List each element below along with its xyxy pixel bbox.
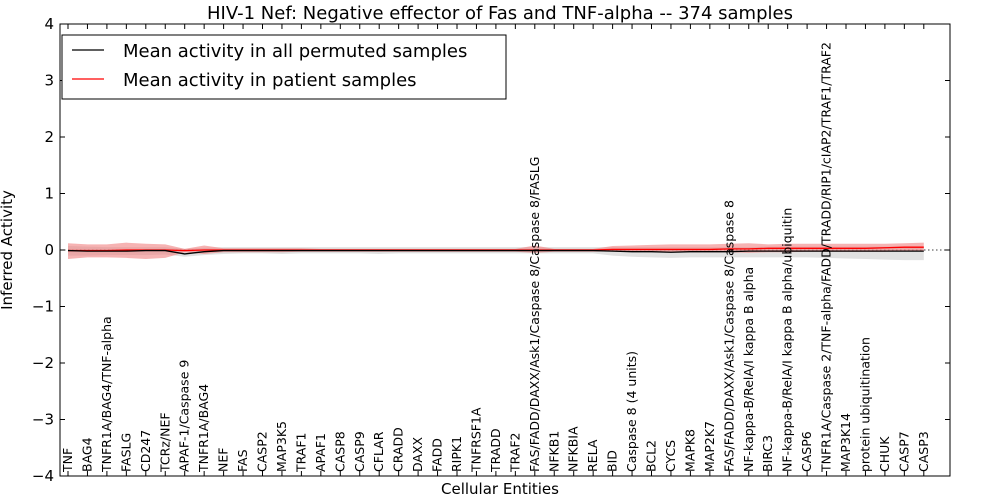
x-tick-label: protein ubiquitination xyxy=(857,337,872,472)
y-tick-label: 2 xyxy=(44,128,54,146)
x-tick-label: MAPK8 xyxy=(682,429,697,472)
y-tick-label: 3 xyxy=(44,72,54,90)
x-tick-label: APAF-1/Caspase 9 xyxy=(177,360,192,472)
x-tick-label: APAF1 xyxy=(313,433,328,472)
x-tick-label: TNFR1A/Caspase 2/TNF-alpha/FADD/TRADD/RI… xyxy=(819,42,834,473)
x-tick-label: TCRz/NEF xyxy=(157,412,172,473)
x-tick-label: CYCS xyxy=(663,440,678,472)
x-tick-label: CD247 xyxy=(138,430,153,472)
x-tick-label: TRAF1 xyxy=(293,432,308,473)
x-tick-label: RIPK1 xyxy=(449,436,464,472)
x-tick-label: NF-kappa-B/RelA/I kappa B alpha/ubiquiti… xyxy=(780,208,795,472)
x-tick-label: TNF xyxy=(60,448,75,473)
x-tick-label: TRADD xyxy=(488,428,503,473)
x-tick-label: BIRC3 xyxy=(760,435,775,472)
plot-area xyxy=(60,242,950,261)
x-tick-label: CRADD xyxy=(391,427,406,472)
x-tick-label: CASP7 xyxy=(896,431,911,472)
x-tick-label: TNFRSF1A xyxy=(468,407,483,473)
x-tick-label: TNFR1A/BAG4/TNF-alpha xyxy=(99,316,114,473)
x-tick-label: MAP2K7 xyxy=(702,421,717,472)
x-tick-label: FASLG xyxy=(118,433,133,472)
x-tick-label: Caspase 8 (4 units) xyxy=(624,351,639,472)
legend-label-patient: Mean activity in patient samples xyxy=(123,70,417,91)
x-tick-label: NFKB1 xyxy=(546,431,561,472)
x-tick-label: CHUK xyxy=(877,436,892,472)
x-tick-label: FAS/FADD/DAXX/Ask1/Caspase 8/Caspase 8/F… xyxy=(527,157,542,472)
x-tick-label: CASP2 xyxy=(255,431,270,472)
x-tick-label: BCL2 xyxy=(644,440,659,472)
x-tick-label: MAP3K5 xyxy=(274,421,289,472)
y-axis-label: Inferred Activity xyxy=(0,190,16,310)
legend-box xyxy=(61,34,507,100)
y-tick-label: 4 xyxy=(44,15,54,33)
y-tick-label: −3 xyxy=(32,411,54,429)
x-tick-label: CASP3 xyxy=(916,431,931,472)
x-tick-label: DAXX xyxy=(410,436,425,472)
x-tick-label: FAS xyxy=(235,449,250,472)
x-tick-label: FAS/FADD/DAXX/Ask1/Caspase 8/Caspase 8 xyxy=(721,200,736,472)
y-tick-label: 1 xyxy=(44,185,54,203)
x-tick-label: TRAF2 xyxy=(507,432,522,473)
x-tick-label: CASP9 xyxy=(352,431,367,472)
y-tick-label: −4 xyxy=(32,467,54,485)
x-tick-label: CASP6 xyxy=(799,431,814,472)
legend-label-permuted: Mean activity in all permuted samples xyxy=(123,41,467,62)
y-tick-label: −1 xyxy=(32,298,54,316)
x-tick-label: NF-kappa-B/RelA/I kappa B alpha xyxy=(741,267,756,472)
y-tick-label: −2 xyxy=(32,354,54,372)
x-tick-label: CFLAR xyxy=(371,431,386,472)
y-axis: −4 −3 −2 −1 0 1 2 3 4 xyxy=(32,15,950,485)
y-tick-label: 0 xyxy=(44,241,54,259)
x-tick-label: TNFR1A/BAG4 xyxy=(196,384,211,473)
x-tick-label: BAG4 xyxy=(79,437,94,472)
x-tick-label: MAP3K14 xyxy=(838,413,853,472)
x-tick-label: BID xyxy=(605,450,620,472)
x-tick-label: CASP8 xyxy=(332,431,347,472)
x-tick-label: NEF xyxy=(216,448,231,472)
x-tick-label: RELA xyxy=(585,439,600,472)
x-tick-label: FADD xyxy=(430,438,445,472)
legend: Mean activity in all permuted samples Me… xyxy=(61,34,507,100)
x-tick-label: NFKBIA xyxy=(566,426,581,472)
x-axis-label: Cellular Entities xyxy=(441,480,559,498)
x-axis: TNF BAG4 TNFR1A/BAG4/TNF-alpha FASLG CD247 TC… xyxy=(60,24,931,476)
chart-title: HIV-1 Nef: Negative effector of Fas and … xyxy=(207,3,793,24)
series-line-permuted xyxy=(67,249,924,255)
